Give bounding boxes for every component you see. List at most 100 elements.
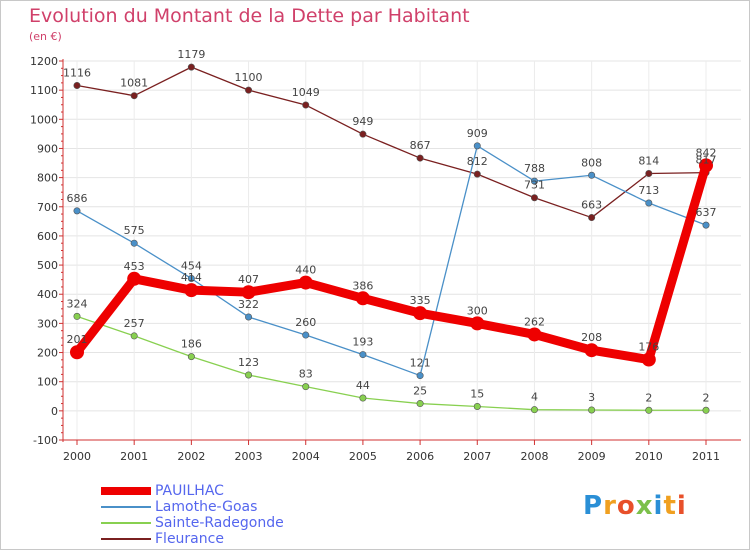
data-label-fleurance: 814 bbox=[638, 155, 659, 168]
legend-label: Fleurance bbox=[155, 531, 224, 547]
data-point-sainte-radegonde bbox=[588, 406, 596, 414]
x-tick-label: 2006 bbox=[406, 450, 434, 463]
data-point-lamothe-goas bbox=[473, 142, 481, 150]
data-point-pauilhac bbox=[70, 345, 84, 360]
legend-item: Sainte-Radegonde bbox=[101, 515, 341, 531]
legend-item: PAUILHAC bbox=[101, 483, 341, 499]
data-point-pauilhac bbox=[527, 327, 542, 342]
data-point-lamothe-goas bbox=[645, 199, 653, 207]
data-label-pauilhac: 414 bbox=[181, 271, 202, 284]
data-label-sainte-radegonde: 83 bbox=[299, 368, 313, 381]
x-tick-label: 2008 bbox=[520, 450, 548, 463]
data-point-lamothe-goas bbox=[702, 221, 710, 229]
data-label-sainte-radegonde: 123 bbox=[238, 356, 259, 369]
data-label-sainte-radegonde: 4 bbox=[531, 391, 538, 404]
data-point-pauilhac bbox=[699, 158, 713, 173]
data-point-lamothe-goas bbox=[588, 171, 596, 179]
y-tick-label: 900 bbox=[37, 142, 58, 155]
data-point-sainte-radegonde bbox=[530, 406, 538, 414]
series-line-fleurance bbox=[76, 66, 707, 219]
data-point-pauilhac bbox=[470, 316, 485, 331]
data-label-pauilhac: 453 bbox=[124, 260, 145, 273]
data-label-pauilhac: 842 bbox=[696, 146, 717, 159]
data-point-fleurance bbox=[130, 92, 138, 100]
data-label-fleurance: 812 bbox=[467, 155, 488, 168]
series-line-pauilhac bbox=[72, 160, 711, 365]
data-point-sainte-radegonde bbox=[359, 394, 367, 402]
data-label-fleurance: 949 bbox=[352, 115, 373, 128]
legend-swatch bbox=[101, 538, 151, 540]
series-line-sainte-radegonde bbox=[76, 315, 707, 411]
data-point-lamothe-goas bbox=[359, 351, 367, 359]
data-label-fleurance: 817 bbox=[696, 154, 717, 167]
data-label-fleurance: 1081 bbox=[120, 77, 148, 90]
data-label-lamothe-goas: 454 bbox=[181, 259, 202, 272]
data-label-lamothe-goas: 121 bbox=[410, 357, 431, 370]
data-point-fleurance bbox=[416, 154, 424, 162]
data-label-pauilhac: 176 bbox=[638, 341, 659, 354]
y-tick-label: 500 bbox=[37, 259, 58, 272]
data-label-fleurance: 731 bbox=[524, 179, 545, 192]
data-label-lamothe-goas: 637 bbox=[696, 206, 717, 219]
data-label-fleurance: 867 bbox=[410, 139, 431, 152]
x-tick-label: 2004 bbox=[292, 450, 320, 463]
legend-label: Lamothe-Goas bbox=[155, 499, 258, 515]
legend-swatch bbox=[101, 487, 151, 495]
chart-legend: PAUILHAC Lamothe-Goas Sainte-Radegonde Fleu… bbox=[101, 483, 341, 547]
data-point-sainte-radegonde bbox=[645, 406, 653, 414]
x-tick-label: 2007 bbox=[463, 450, 491, 463]
y-tick-label: 100 bbox=[37, 376, 58, 389]
chart-title: Evolution du Montant de la Dette par Hab… bbox=[29, 5, 470, 27]
y-tick-label: 0 bbox=[51, 405, 58, 418]
data-point-fleurance bbox=[359, 130, 367, 138]
data-point-pauilhac bbox=[127, 271, 142, 286]
data-label-sainte-radegonde: 257 bbox=[124, 317, 145, 330]
data-label-sainte-radegonde: 15 bbox=[470, 387, 484, 400]
data-point-pauilhac bbox=[184, 283, 199, 298]
data-point-sainte-radegonde bbox=[302, 383, 310, 391]
data-point-lamothe-goas bbox=[416, 372, 424, 380]
data-label-pauilhac: 440 bbox=[295, 264, 316, 277]
data-point-fleurance bbox=[530, 194, 538, 202]
data-point-sainte-radegonde bbox=[416, 400, 424, 408]
data-point-pauilhac bbox=[241, 285, 256, 300]
data-label-lamothe-goas: 322 bbox=[238, 298, 259, 311]
data-point-fleurance bbox=[588, 214, 596, 222]
x-tick-label: 2011 bbox=[692, 450, 720, 463]
legend-item: Lamothe-Goas bbox=[101, 499, 341, 515]
y-tick-label: 700 bbox=[37, 201, 58, 214]
x-tick-label: 2002 bbox=[177, 450, 205, 463]
data-point-lamothe-goas bbox=[130, 239, 138, 247]
data-label-pauilhac: 262 bbox=[524, 315, 545, 328]
y-tick-label: 1000 bbox=[30, 113, 58, 126]
x-tick-label: 2003 bbox=[235, 450, 263, 463]
y-tick-label: 1100 bbox=[30, 84, 58, 97]
data-point-lamothe-goas bbox=[73, 207, 81, 215]
data-point-lamothe-goas bbox=[245, 313, 253, 321]
y-tick-label: 600 bbox=[37, 230, 58, 243]
y-tick-label: 300 bbox=[37, 317, 58, 330]
data-label-lamothe-goas: 788 bbox=[524, 162, 545, 175]
legend-item: Fleurance bbox=[101, 531, 341, 547]
data-point-pauilhac bbox=[298, 275, 313, 290]
legend-swatch bbox=[101, 506, 151, 508]
y-tick-label: 200 bbox=[37, 347, 58, 360]
legend-label: Sainte-Radegonde bbox=[155, 515, 284, 531]
data-label-lamothe-goas: 686 bbox=[67, 192, 88, 205]
data-point-pauilhac bbox=[413, 306, 428, 321]
data-label-lamothe-goas: 713 bbox=[638, 184, 659, 197]
legend-swatch bbox=[101, 522, 151, 524]
data-label-pauilhac: 300 bbox=[467, 304, 488, 317]
data-label-lamothe-goas: 260 bbox=[295, 316, 316, 329]
data-label-pauilhac: 407 bbox=[238, 273, 259, 286]
y-tick-label: 1200 bbox=[30, 55, 58, 68]
x-tick-label: 2010 bbox=[635, 450, 663, 463]
data-point-sainte-radegonde bbox=[702, 406, 710, 414]
legend-label: PAUILHAC bbox=[155, 483, 224, 499]
data-point-fleurance bbox=[473, 170, 481, 178]
proxiti-logo: Proxiti bbox=[583, 491, 687, 521]
data-label-pauilhac: 201 bbox=[67, 333, 88, 346]
data-point-sainte-radegonde bbox=[187, 353, 195, 361]
x-tick-label: 2005 bbox=[349, 450, 377, 463]
